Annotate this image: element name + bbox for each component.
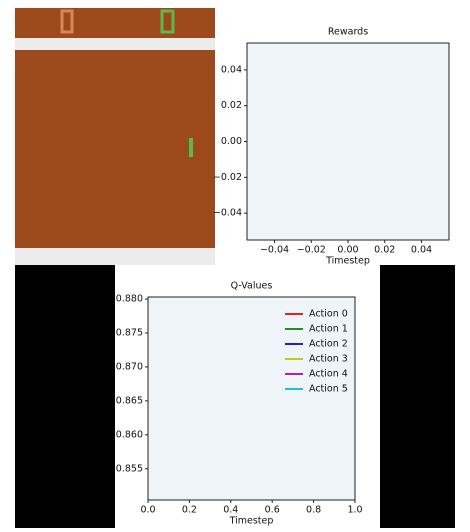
x-tick-label: 0.02 xyxy=(374,245,395,256)
legend-label: Action 5 xyxy=(309,384,348,395)
y-tick-label: −0.04 xyxy=(213,208,242,219)
x-tick-label: −0.02 xyxy=(297,245,326,256)
legend-label: Action 2 xyxy=(309,339,348,350)
y-tick-label: −0.02 xyxy=(213,172,242,183)
x-tick-label: 0.8 xyxy=(306,505,321,516)
y-tick-label: 0.855 xyxy=(116,463,143,474)
screen: Rewards Timestep −0.04 −0.02 0.00 0.02 0.04 −0.… xyxy=(0,0,470,528)
y-tick-label: 0.865 xyxy=(116,395,143,406)
x-tick-label: 1.0 xyxy=(347,505,362,516)
x-tick-label: 0.2 xyxy=(182,505,197,516)
x-tick-label: −0.04 xyxy=(260,245,289,256)
x-axis-label: Timestep xyxy=(229,516,274,527)
legend-label: Action 0 xyxy=(309,309,348,320)
bottom-wall xyxy=(15,248,215,265)
x-tick-label: 0.6 xyxy=(265,505,280,516)
y-tick-label: 0.860 xyxy=(116,429,143,440)
top-wall xyxy=(15,38,215,50)
x-tick-label: 0.0 xyxy=(140,505,155,516)
x-axis-label: Timestep xyxy=(325,256,370,267)
y-tick-label: 0.02 xyxy=(221,100,242,111)
chart-title: Rewards xyxy=(328,27,368,38)
y-tick-label: 0.880 xyxy=(116,294,143,305)
legend-label: Action 4 xyxy=(309,369,348,380)
legend-label: Action 3 xyxy=(309,354,348,365)
x-tick-label: 0.04 xyxy=(411,245,432,256)
x-tick-label: 0.00 xyxy=(337,245,358,256)
y-tick-label: 0.04 xyxy=(221,64,242,75)
y-tick-label: 0.00 xyxy=(221,136,242,147)
chart-title: Q-Values xyxy=(231,281,273,292)
paddle xyxy=(189,138,193,157)
y-tick-label: 0.870 xyxy=(116,361,143,372)
x-tick-label: 0.4 xyxy=(223,505,238,516)
game-frame xyxy=(15,8,215,265)
plot-area xyxy=(247,43,449,240)
y-tick-label: 0.875 xyxy=(116,327,143,338)
legend-label: Action 1 xyxy=(309,324,348,335)
